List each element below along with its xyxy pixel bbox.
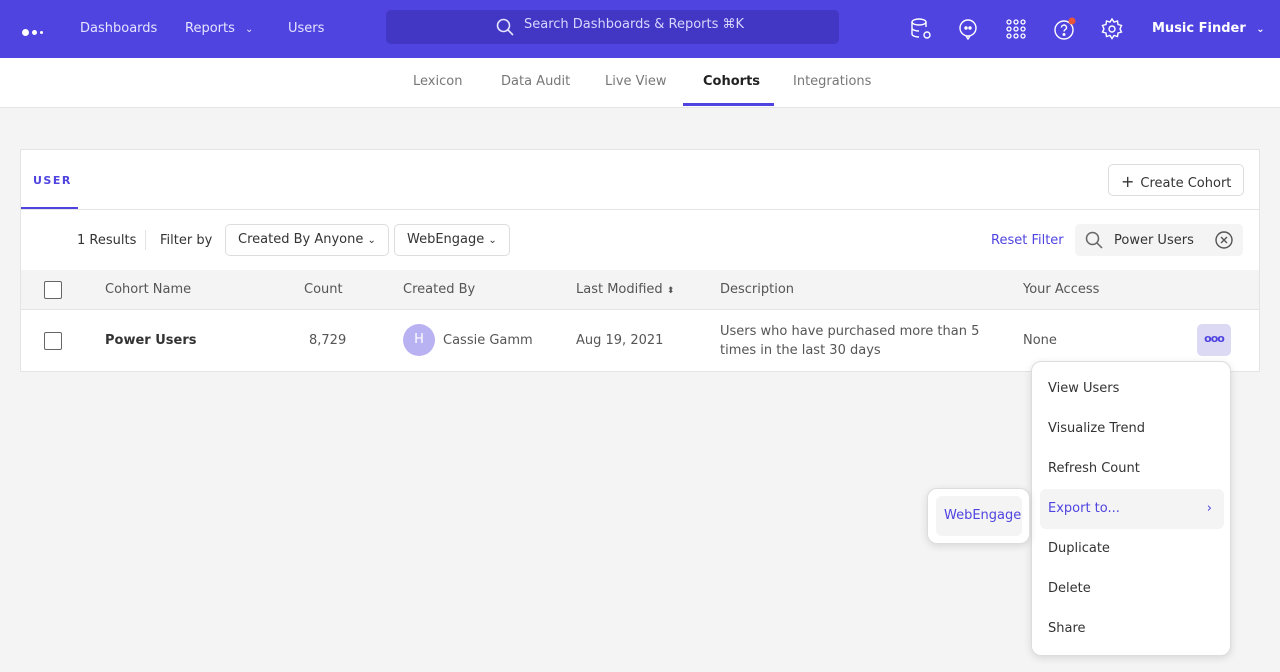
search-icon [496, 18, 514, 36]
header-your-access: Your Access [1023, 282, 1100, 297]
menu-delete[interactable]: Delete [1048, 581, 1091, 596]
reset-filter-link[interactable]: Reset Filter [991, 233, 1064, 248]
menu-export-label: Export to... [1048, 501, 1120, 516]
chat-icon[interactable] [956, 17, 980, 41]
more-options-button[interactable]: ooo [1197, 324, 1231, 356]
tab-integrations[interactable]: Integrations [793, 74, 872, 89]
header-cohort-name[interactable]: Cohort Name [105, 282, 192, 297]
menu-view-users[interactable]: View Users [1048, 381, 1120, 396]
project-name: Music Finder [1152, 21, 1246, 36]
header-created-by[interactable]: Created By [403, 282, 476, 297]
tab-cohorts[interactable]: Cohorts [703, 74, 761, 89]
menu-duplicate[interactable]: Duplicate [1048, 541, 1110, 556]
export-webengage[interactable]: WebEngage [936, 496, 1022, 536]
header-count[interactable]: Count [304, 282, 343, 297]
more-icon: ooo [1204, 332, 1225, 345]
database-settings-icon[interactable] [909, 17, 933, 41]
plus-icon: + [1121, 172, 1135, 191]
export-submenu: WebEngage [927, 488, 1030, 544]
integration-filter[interactable]: WebEngage ⌄ [394, 224, 510, 256]
search-input[interactable]: Search Dashboards & Reports ⌘K [386, 10, 839, 44]
apps-grid-icon[interactable] [1004, 17, 1028, 41]
clear-icon[interactable] [1215, 231, 1233, 249]
divider [21, 209, 1259, 210]
header-last-modified-label: Last Modified [576, 282, 663, 297]
table-header [21, 270, 1259, 310]
created-by-filter[interactable]: Created By Anyone ⌄ [225, 224, 389, 256]
cohorts-card: USER + Create Cohort 1 Results Filter by … [20, 149, 1260, 372]
project-selector[interactable]: Music Finder ⌄ [1152, 21, 1265, 36]
tab-data-audit[interactable]: Data Audit [501, 74, 571, 89]
filter-by-label: Filter by [160, 233, 213, 248]
chevron-right-icon: › [1206, 501, 1212, 516]
access: None [1023, 333, 1057, 348]
description: Users who have purchased more than 5 tim… [720, 324, 980, 358]
sub-nav: Lexicon Data Audit Live View Cohorts Int… [0, 58, 1280, 108]
sort-icon: ⬍ [666, 286, 675, 296]
menu-share[interactable]: Share [1048, 621, 1086, 636]
menu-visualize-trend[interactable]: Visualize Trend [1048, 421, 1145, 436]
header-description: Description [720, 282, 795, 297]
last-modified: Aug 19, 2021 [576, 333, 664, 348]
divider [145, 230, 146, 250]
nav-users[interactable]: Users [288, 21, 325, 36]
tab-lexicon[interactable]: Lexicon [413, 74, 463, 89]
chevron-down-icon: ⌄ [245, 24, 254, 35]
menu-refresh-count[interactable]: Refresh Count [1048, 461, 1140, 476]
cohort-count: 8,729 [309, 333, 347, 348]
chevron-down-icon: ⌄ [488, 235, 497, 246]
search-placeholder: Search Dashboards & Reports ⌘K [524, 17, 745, 32]
create-cohort-label: Create Cohort [1140, 176, 1232, 191]
help-icon[interactable] [1053, 17, 1077, 41]
cohort-name[interactable]: Power Users [105, 333, 197, 348]
search-icon [1085, 231, 1103, 249]
created-by-filter-label: Created By Anyone [238, 232, 364, 247]
header-last-modified[interactable]: Last Modified ⬍ [576, 282, 674, 297]
create-cohort-button[interactable]: + Create Cohort [1108, 164, 1245, 196]
created-by: Cassie Gamm [443, 333, 533, 348]
tab-user[interactable]: USER [33, 174, 72, 187]
results-count: 1 Results [77, 233, 137, 248]
chevron-down-icon: ⌄ [1256, 24, 1265, 35]
select-all-checkbox[interactable] [44, 281, 62, 299]
nav-dashboards[interactable]: Dashboards [80, 21, 158, 36]
search-value: Power Users [1114, 233, 1194, 248]
logo[interactable] [22, 25, 46, 40]
active-tab-indicator [683, 103, 774, 106]
nav-reports-label: Reports [185, 21, 235, 36]
cohort-search-input[interactable]: Power Users [1075, 224, 1243, 256]
settings-icon[interactable] [1100, 17, 1124, 41]
row-actions-menu: View Users Visualize Trend Refresh Count… [1031, 361, 1231, 656]
top-nav: Dashboards Reports ⌄ Users Search Dashbo… [0, 0, 1280, 58]
integration-filter-label: WebEngage [407, 232, 485, 247]
avatar: H [403, 324, 435, 356]
tab-live-view[interactable]: Live View [605, 74, 667, 89]
chevron-down-icon: ⌄ [367, 235, 376, 246]
row-checkbox[interactable] [44, 332, 62, 350]
user-tab-indicator [21, 207, 78, 209]
nav-reports[interactable]: Reports ⌄ [185, 21, 253, 36]
menu-export-to[interactable]: Export to... › [1040, 489, 1224, 529]
